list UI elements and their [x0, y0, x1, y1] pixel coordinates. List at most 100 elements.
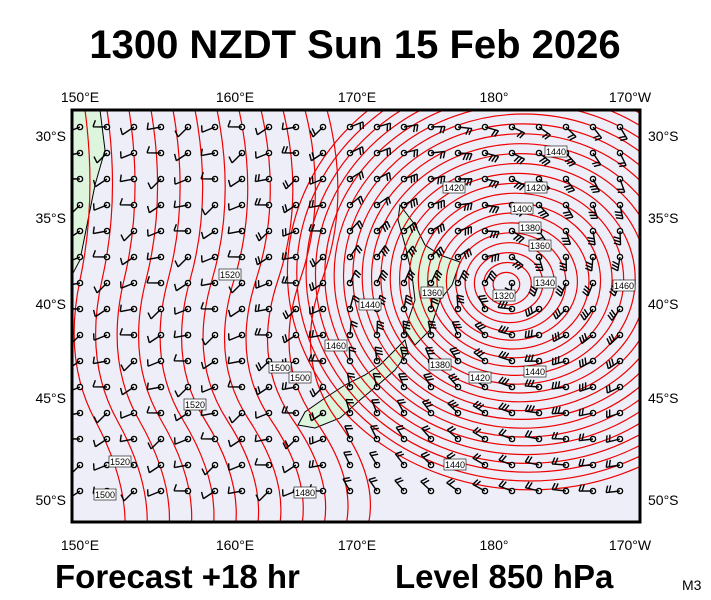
barb: [524, 306, 540, 317]
barb: [376, 269, 389, 284]
barb: [551, 406, 567, 415]
axes: 150°E 150°E 160°E 160°E 170°E 170°E 180° 180° 17…: [35, 89, 678, 553]
contour: [95, 110, 148, 522]
barb: [92, 333, 108, 341]
barb: [200, 278, 216, 287]
barb: [119, 386, 135, 396]
barb: [369, 424, 380, 440]
contour-label: 1520: [220, 270, 240, 280]
barb: [484, 270, 497, 284]
barb: [423, 372, 434, 388]
barb: [254, 386, 270, 396]
barb: [227, 178, 243, 188]
barb: [146, 275, 162, 284]
barb: [422, 398, 434, 414]
contour-label: 1400: [512, 204, 532, 214]
barb: [146, 334, 162, 344]
barb: [484, 253, 500, 263]
barb: [119, 256, 135, 266]
barb: [403, 245, 418, 258]
contour-label: 1440: [360, 300, 380, 310]
contour-label-box: [528, 239, 552, 252]
contour-label-box: [533, 276, 557, 289]
barb: [578, 332, 594, 345]
contour: [333, 110, 640, 447]
barb: [374, 346, 383, 362]
barb: [119, 197, 135, 206]
barb: [93, 282, 108, 294]
contour-label: 1460: [326, 341, 346, 351]
barb: [376, 122, 392, 131]
barb: [254, 197, 270, 206]
barb: [430, 223, 446, 234]
barb: [308, 176, 324, 185]
barb: [281, 228, 297, 237]
barb: [561, 230, 572, 245]
barb: [92, 249, 108, 258]
barb: [534, 256, 544, 272]
barb: [281, 464, 297, 474]
barb: [349, 294, 360, 310]
barb: [282, 308, 297, 320]
barb: [173, 412, 189, 422]
barb: [498, 454, 513, 466]
barb: [376, 171, 392, 181]
barb: [119, 434, 135, 443]
barb: [201, 334, 216, 346]
contour-label: 1500: [95, 490, 115, 500]
barb: [551, 482, 567, 492]
contour-label: 1320: [494, 291, 514, 301]
barb: [92, 226, 108, 235]
barb: [551, 457, 567, 466]
barb: [618, 126, 628, 142]
barb: [617, 152, 627, 168]
barb: [173, 282, 189, 292]
barb: [552, 308, 567, 320]
barb: [119, 411, 135, 419]
lat-label: 30°S: [35, 128, 66, 144]
barb: [344, 424, 353, 440]
barb: [606, 409, 621, 419]
barb: [146, 229, 162, 237]
contours: [73, 110, 640, 522]
lat-label: 50°S: [648, 492, 679, 508]
contour: [305, 110, 640, 473]
barb: [72, 386, 81, 392]
map-layers: 1440 1420 1420 1400 1380 1360 1360 1320 1340 1520…: [72, 110, 640, 522]
barb: [585, 256, 594, 272]
contour: [324, 110, 640, 456]
barb: [376, 196, 392, 206]
contour-label-box: [420, 286, 444, 299]
barb: [579, 308, 594, 321]
barb: [173, 223, 189, 232]
lat-label: 45°S: [648, 390, 679, 406]
barb: [376, 220, 391, 233]
barb: [173, 177, 189, 185]
barb: [498, 402, 513, 414]
barb: [562, 204, 574, 220]
barb: [254, 434, 270, 443]
barb: [92, 119, 108, 128]
barb: [565, 126, 577, 141]
barb: [92, 463, 108, 471]
barb: [227, 308, 243, 318]
barb: [498, 350, 513, 362]
barb: [146, 405, 162, 414]
barb: [605, 434, 621, 444]
contour-label: 1380: [430, 360, 450, 370]
map-frame: [70, 108, 642, 524]
barb: [456, 294, 465, 310]
barb: [551, 331, 567, 343]
barb: [281, 405, 297, 414]
barb: [402, 320, 411, 336]
barb: [605, 485, 621, 494]
barb: [394, 477, 405, 492]
contour-label-box: [324, 339, 348, 352]
lon-label: 170°E: [338, 537, 376, 553]
contour: [223, 110, 282, 522]
contour-label: 1420: [444, 183, 464, 193]
contour-label: 1440: [525, 367, 545, 377]
barb: [497, 300, 513, 310]
barb: [227, 438, 243, 448]
barb: [227, 356, 243, 365]
